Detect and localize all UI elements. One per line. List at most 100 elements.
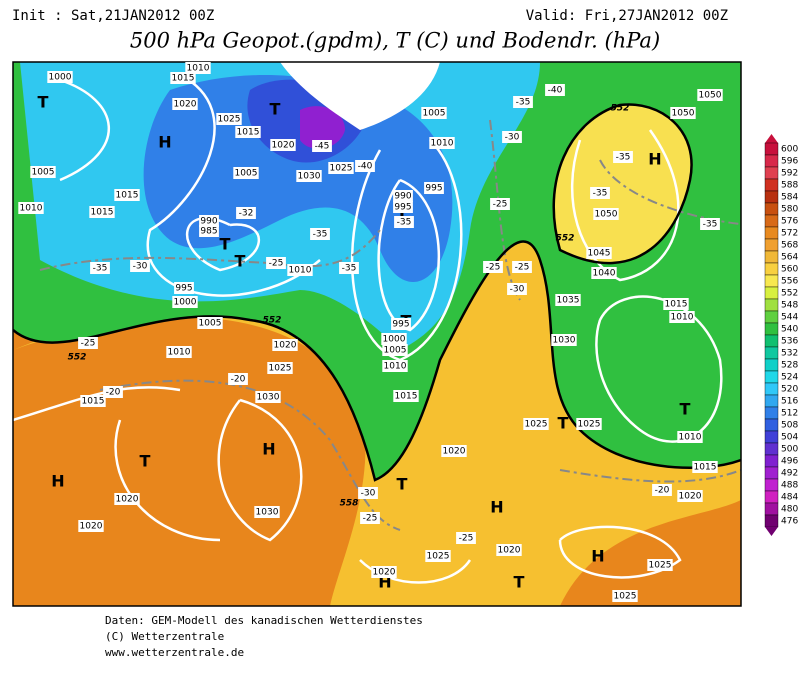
temperature-label: -35	[397, 218, 412, 228]
isobar-label-box	[647, 559, 673, 571]
temperature-label-box	[312, 140, 332, 152]
colorbar-cell	[764, 190, 779, 204]
pressure-center: T	[220, 235, 231, 254]
temperature-label: -40	[358, 162, 373, 172]
isobar-label-box	[328, 162, 354, 174]
pressure-center: T	[270, 100, 281, 119]
pressure-center: H	[591, 547, 604, 566]
isobar-label: 1000	[383, 335, 406, 345]
isobar-label: 1005	[384, 346, 407, 356]
isobar-label: 1015	[82, 397, 105, 407]
isobar-label-box	[555, 294, 581, 306]
init-time: Init : Sat,21JAN2012 00Z	[12, 8, 214, 24]
isobar-label-box	[47, 71, 73, 83]
temperature-label-box	[130, 260, 150, 272]
isobar-label: 1005	[32, 168, 55, 178]
pressure-center: H	[648, 150, 661, 169]
temperature-label-box	[90, 262, 110, 274]
colorbar-tick-label: 576	[781, 217, 798, 227]
colorbar-tick-label: 476	[781, 517, 798, 527]
pressure-center: T	[680, 400, 691, 419]
isobar-label: 1010	[289, 266, 312, 276]
colorbar-cell	[764, 466, 779, 480]
colorbar-tick-label: 536	[781, 337, 798, 347]
isobar-label: 1045	[588, 249, 611, 259]
isobar-label-box	[216, 113, 242, 125]
colorbar-tick-label: 496	[781, 457, 798, 467]
colorbar-tick-label: 568	[781, 241, 798, 251]
colorbar-cell	[764, 502, 779, 516]
isobar-label-box	[576, 418, 602, 430]
region-purple	[300, 106, 345, 149]
isobar-label: 1025	[330, 164, 353, 174]
isobar-label: 1000	[49, 73, 72, 83]
isobar-label-box	[233, 167, 259, 179]
temperature-label: -35	[342, 264, 357, 274]
isobar-label: 1005	[235, 169, 258, 179]
colorbar-tick-label: 516	[781, 397, 798, 407]
colorbar-cell	[764, 154, 779, 168]
colorbar: 600 596 592 588 584 580 576 572 568 564 560 556 552 5…	[764, 134, 798, 536]
temperature-label: -25	[363, 514, 378, 524]
isobar-label-box	[677, 431, 703, 443]
colorbar-tick-label: 588	[781, 181, 798, 191]
colorbar-tick-label: 596	[781, 157, 798, 167]
isobar-label-box	[393, 390, 419, 402]
colorbar-cell	[764, 478, 779, 492]
isobar-label-box	[429, 137, 455, 149]
temperature-label: -25	[493, 200, 508, 210]
colorbar-cell	[764, 274, 779, 288]
map-frame	[12, 61, 742, 607]
isobar-label-box	[441, 445, 467, 457]
isobar-label: 1010	[187, 64, 210, 74]
isobar-label-box	[199, 225, 219, 237]
colorbar-cell	[764, 178, 779, 192]
colorbar-cell	[764, 226, 779, 240]
isobar-label-box	[663, 298, 689, 310]
isobar-label-box	[114, 189, 140, 201]
colorbar-cell	[764, 250, 779, 264]
isobar-label-box	[551, 334, 577, 346]
temperature-label: -35	[313, 230, 328, 240]
colorbar-tick-label: 480	[781, 505, 798, 515]
temperature-label-box	[228, 373, 248, 385]
pressure-center: T	[397, 475, 408, 494]
isobar-label-box	[185, 62, 211, 74]
colorbar-tick-label: 524	[781, 373, 798, 383]
pressure-center: T	[140, 452, 151, 471]
colorbar-cell	[764, 490, 779, 504]
isobar-label-box	[114, 493, 140, 505]
colorbar-tick-label: 592	[781, 169, 798, 179]
temperature-label: -20	[655, 486, 670, 496]
height-label: 552	[556, 234, 575, 244]
temperature-label-box	[513, 96, 533, 108]
temperature-label-box	[507, 283, 527, 295]
isobar-label: 1040	[593, 269, 616, 279]
colorbar-tick-label: 512	[781, 409, 798, 419]
isobar-label: 1010	[384, 362, 407, 372]
temperature-label: -30	[510, 285, 525, 295]
temperature-label: -40	[548, 86, 563, 96]
colorbar-cell	[764, 142, 779, 156]
temperature-label-box	[236, 207, 256, 219]
isobar-label: 1050	[595, 210, 618, 220]
isobar-label-box	[393, 201, 413, 213]
temperature-label-box	[360, 512, 380, 524]
isobar-label: 1005	[199, 319, 222, 329]
temperature-label: -25	[515, 263, 530, 273]
isobar-label-box	[425, 550, 451, 562]
isobar-label: 1025	[578, 420, 601, 430]
isobar-label: 1025	[525, 420, 548, 430]
colorbar-cell	[764, 370, 779, 384]
colorbar-tick-label: 484	[781, 493, 798, 503]
isobar-label-box	[172, 296, 198, 308]
colorbar-cell	[764, 418, 779, 432]
isobar-label-box	[78, 520, 104, 532]
isobar-label: 1025	[614, 592, 637, 602]
temperature-label: -25	[459, 534, 474, 544]
colorbar-tick-label: 552	[781, 289, 798, 299]
colorbar-cell	[764, 430, 779, 444]
isobar-label: 1030	[298, 172, 321, 182]
isobar-label: 1010	[431, 139, 454, 149]
